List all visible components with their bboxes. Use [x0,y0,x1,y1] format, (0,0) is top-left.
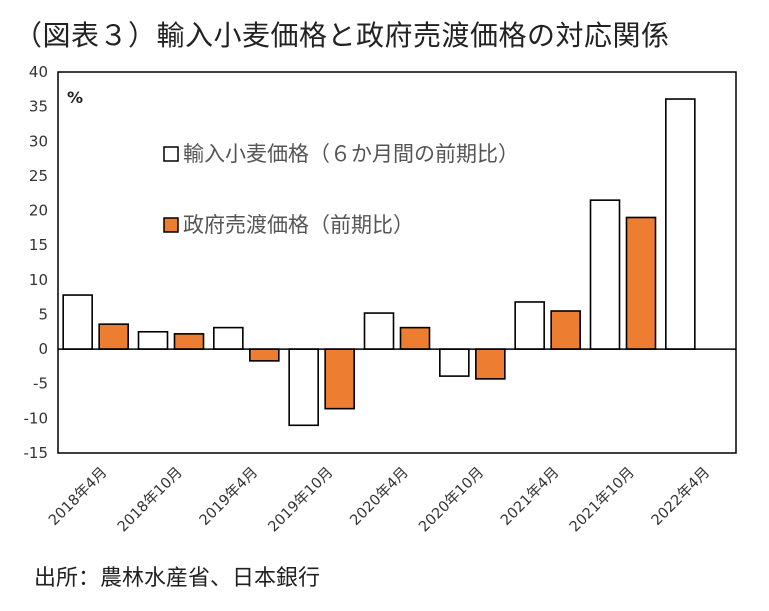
legend-label-import: 輸入小麦価格（６か月間の前期比） [183,142,519,166]
x-tick-label: 2018年4月 [45,464,110,529]
unit-label: % [67,88,83,107]
bar-government-price [399,326,431,350]
bar-import-price [213,326,244,350]
bar-import-price [665,98,696,350]
x-tick-label: 2021年10月 [566,464,638,536]
y-tick-label: -5 [33,375,48,393]
legend-swatch-government [163,217,179,233]
bar-government-price [550,310,581,350]
x-tick-label: 2021年4月 [497,464,562,529]
y-axis: -15 -10 -5 0 5 10 15 20 25 30 35 40 [24,63,49,462]
y-tick-label: 10 [29,271,48,289]
y-tick-label: -10 [24,409,49,427]
bar-government-price [625,216,657,350]
chart-title: （図表３）輸入小麦価格と政府売渡価格の対応関係 [14,19,670,52]
x-tick-label: 2019年4月 [196,464,261,529]
bar-import-price [514,301,545,350]
bar-import-price [62,294,93,350]
y-tick-label: 40 [29,63,48,81]
bar-import-price [363,312,395,350]
y-tick-label: -15 [24,444,49,462]
x-tick-label: 2020年10月 [415,464,487,536]
bar-government-price [324,348,355,410]
bar-government-price [249,348,280,362]
y-tick-label: 5 [38,305,48,323]
bar-import-price [137,330,169,350]
legend-label-government: 政府売渡価格（前期比） [183,213,414,237]
bar-government-price [98,323,129,350]
y-tick-label: 25 [29,167,48,185]
bar-import-price [589,199,621,350]
source-note: 出所：農林水産省、日本銀行 [34,566,321,591]
plot-area [57,71,737,454]
bar-import-price [288,348,319,427]
x-tick-label: 2020年4月 [347,464,412,529]
x-tick-label: 2019年10月 [265,464,337,536]
y-tick-label: 0 [38,340,48,358]
y-tick-label: 35 [29,98,48,116]
y-tick-label: 20 [29,202,48,220]
x-tick-label: 2018年10月 [114,464,186,536]
plot-frame [57,71,737,454]
bars [62,98,696,427]
bar-import-price [439,348,470,377]
bar-government-price [475,348,506,380]
legend: 輸入小麦価格（６か月間の前期比） 政府売渡価格（前期比） [163,142,519,237]
x-tick-label: 2022年4月 [648,464,713,529]
x-axis: 2018年4月 2018年10月 2019年4月 2019年10月 2020年4月 202… [45,464,713,536]
bar-government-price [173,333,205,350]
y-tick-label: 15 [29,236,48,254]
legend-swatch-import [163,146,179,162]
y-tick-label: 30 [29,132,48,150]
